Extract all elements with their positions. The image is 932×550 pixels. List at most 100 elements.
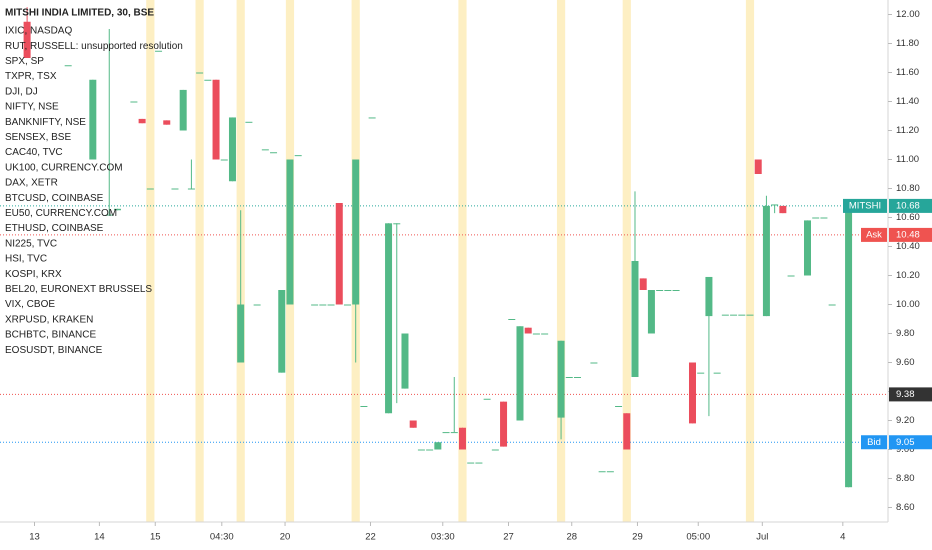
candle-body xyxy=(196,72,204,74)
candle-body xyxy=(631,261,639,377)
candle-body xyxy=(491,449,499,451)
candle-body xyxy=(327,304,335,306)
candle-body xyxy=(286,159,294,305)
price-badge xyxy=(889,227,932,242)
symbol-label: KOSPI, KRX xyxy=(5,269,62,280)
symbol-list: MITSHI INDIA LIMITED, 30, BSE IXIC, NASD… xyxy=(5,8,183,356)
candle-body xyxy=(688,362,696,424)
candle-body xyxy=(294,155,302,157)
price-badge xyxy=(889,198,932,213)
candle-body xyxy=(155,50,163,52)
chart-title: MITSHI INDIA LIMITED, 30, BSE xyxy=(5,8,154,19)
candle-body xyxy=(762,205,770,317)
candle-layer xyxy=(23,7,853,488)
price-name-badge xyxy=(843,198,887,213)
candle-body xyxy=(261,149,269,151)
candle-body xyxy=(138,118,146,124)
candle-body xyxy=(557,340,565,418)
symbol-label: RUT, RUSSELL: unsupported resolution xyxy=(5,41,183,52)
x-tick-label: 05:00 xyxy=(686,532,710,543)
candle-body xyxy=(664,290,672,291)
candle-body xyxy=(779,205,787,214)
candle-body xyxy=(105,214,113,216)
session-band xyxy=(458,0,467,522)
symbol-label: BANKNIFTY, NSE xyxy=(5,117,86,128)
symbol-label: EU50, CURRENCY.COM xyxy=(5,208,117,219)
symbol-label: BTCUSD, COINBASE xyxy=(5,193,104,204)
candle-body xyxy=(409,420,417,428)
candle-body xyxy=(606,471,614,473)
session-band xyxy=(556,0,566,522)
candle-body xyxy=(270,152,278,154)
candle-body xyxy=(343,304,351,306)
candle-body xyxy=(113,208,121,211)
candle-body xyxy=(573,377,581,378)
price-name: Bid xyxy=(867,437,881,448)
candle-body xyxy=(253,304,261,306)
candle-body xyxy=(23,21,31,58)
symbol-label: XRPUSD, KRAKEN xyxy=(5,314,93,325)
candle-body xyxy=(179,89,187,131)
candle-body xyxy=(64,65,72,67)
y-tick-label: 8.60 xyxy=(896,502,915,513)
candle-body xyxy=(647,290,655,334)
symbol-label: DAX, XETR xyxy=(5,178,58,189)
candle-body xyxy=(820,217,828,219)
candle-body xyxy=(187,188,195,190)
candle-body xyxy=(393,223,401,225)
candle-body xyxy=(730,314,738,316)
x-tick-label: 29 xyxy=(632,532,643,543)
candle-body xyxy=(450,432,458,434)
y-tick-label: 9.80 xyxy=(896,328,915,339)
candle-body xyxy=(442,432,450,434)
x-tick-label: 4 xyxy=(840,532,845,543)
candle-body xyxy=(417,449,425,451)
symbol-label: EOSUSDT, BINANCE xyxy=(5,345,103,356)
session-band xyxy=(146,0,155,522)
y-tick-label: 9.20 xyxy=(896,415,915,426)
symbol-label: NIFTY, NSE xyxy=(5,102,59,113)
candle-body xyxy=(228,117,236,182)
candle-body xyxy=(426,449,434,451)
candle-body xyxy=(146,188,154,190)
candle-body xyxy=(787,275,795,277)
candle-body xyxy=(434,442,442,450)
y-tick-label: 11.60 xyxy=(896,67,919,78)
candle-body xyxy=(475,462,483,464)
candle-body xyxy=(483,398,491,400)
candle-body xyxy=(532,333,540,335)
x-tick-label: 13 xyxy=(29,532,40,543)
y-tick-label: 11.40 xyxy=(896,96,919,107)
price-value: 10.68 xyxy=(896,200,920,211)
candle-body xyxy=(565,377,573,378)
candle-body xyxy=(368,117,376,119)
candle-body xyxy=(500,401,508,447)
price-value: 9.38 xyxy=(896,389,915,400)
candle-body xyxy=(598,471,606,473)
candle-body xyxy=(171,188,179,190)
candle-body xyxy=(278,290,286,373)
price-badge xyxy=(889,435,932,450)
y-tick-label: 11.80 xyxy=(896,38,919,49)
session-band xyxy=(622,0,631,522)
symbol-label: SENSEX, BSE xyxy=(5,132,71,143)
candle-body xyxy=(713,372,721,374)
x-tick-label: 04:30 xyxy=(210,532,234,543)
candle-body xyxy=(771,204,779,206)
symbol-label: UK100, CURRENCY.COM xyxy=(5,162,123,173)
y-tick-label: 11.00 xyxy=(896,154,919,165)
price-name-badge xyxy=(861,227,887,242)
candle-body xyxy=(524,327,532,334)
candle-body xyxy=(590,362,598,364)
x-tick-label: 15 xyxy=(150,532,161,543)
price-name: Ask xyxy=(866,229,882,240)
candle-body xyxy=(754,159,762,174)
price-line-layer xyxy=(0,205,888,443)
candle-body xyxy=(89,79,97,160)
candle-body xyxy=(458,427,466,450)
candle-body xyxy=(237,304,245,363)
candle-body xyxy=(204,79,212,81)
candle-body xyxy=(163,120,171,125)
symbol-label: NI225, TVC xyxy=(5,238,57,249)
